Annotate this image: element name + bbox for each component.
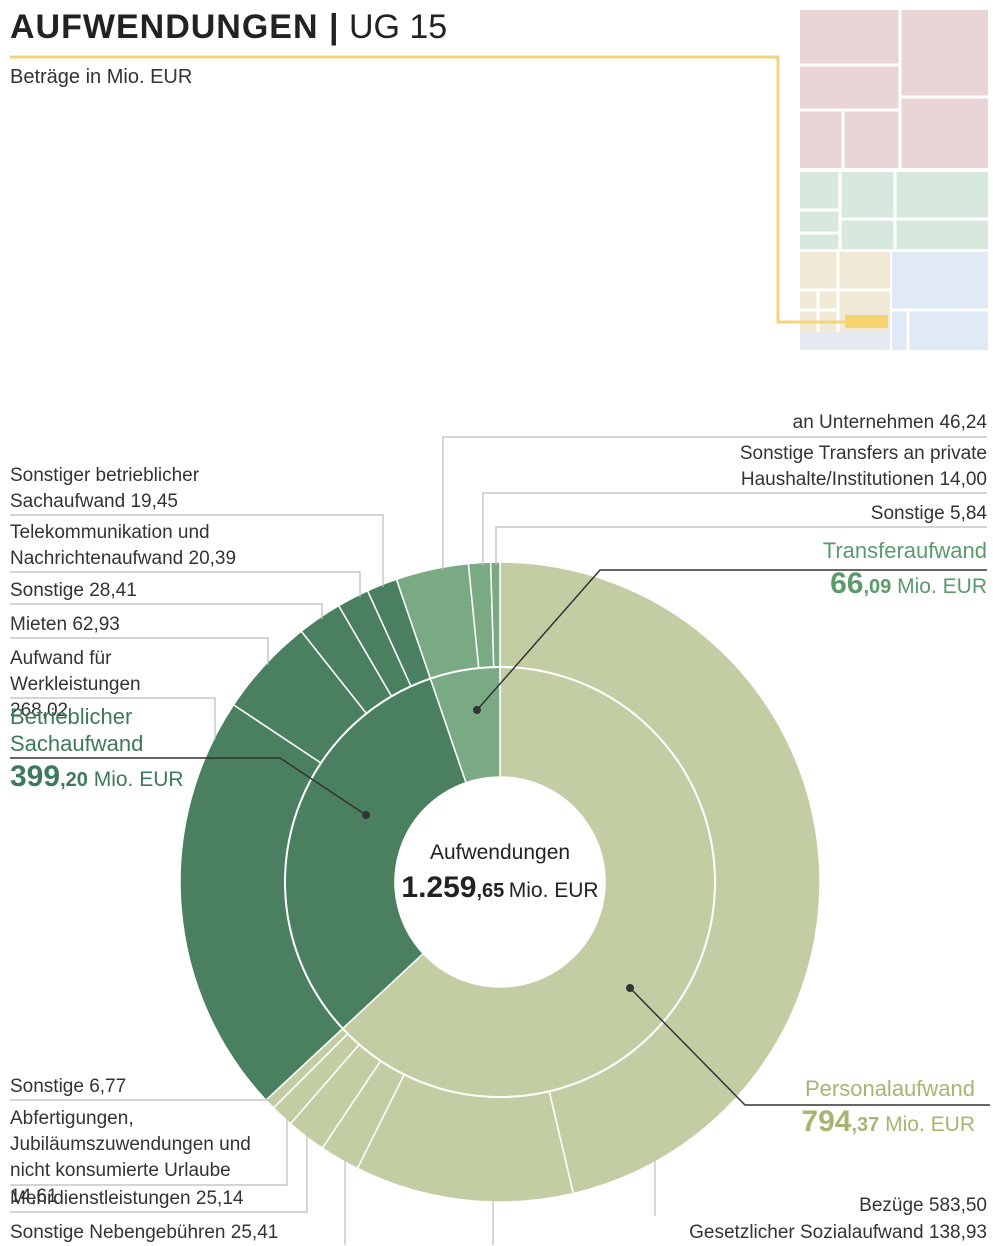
ring-divider (284, 666, 716, 1098)
segment-name: Sonstige Transfers an private Haushalte/… (739, 443, 987, 490)
group-value-row: 794,37 Mio. EUR (675, 1102, 975, 1145)
group-unit: Mio. EUR (897, 575, 987, 598)
group-label: Betrieblicher Sachaufwand 399,20 Mio. EUR (10, 703, 185, 800)
segment-name: an Unternehmen (792, 412, 935, 433)
group-value-row: 66,09 Mio. EUR (687, 564, 987, 607)
leader-dot (362, 811, 370, 819)
total-unit: Mio. EUR (508, 879, 599, 902)
segment-value: 25,14 (195, 1188, 244, 1209)
segment-label: Sonstige Transfers an private Haushalte/… (687, 441, 987, 493)
leader-line (10, 514, 384, 588)
segment-value: 5,84 (950, 503, 987, 524)
leader-line (10, 1134, 308, 1213)
segment-name: Sonstige (10, 580, 84, 601)
group-value: 794,37 (801, 1105, 880, 1138)
leader-dot (473, 706, 481, 714)
segment-value: 268,02 (10, 700, 69, 721)
leader-line (10, 757, 367, 816)
segment-value: 28,41 (89, 580, 137, 601)
segment-name: Bezüge (859, 1195, 924, 1216)
leader-line (495, 526, 987, 566)
leader-line (476, 569, 987, 711)
segment-name: Gesetzlicher Sozialaufwand (689, 1222, 924, 1243)
segment-label: an Unternehmen 46,24 (587, 410, 987, 436)
segment-label: Gesetzlicher Sozialaufwand 138,93 (567, 1220, 987, 1246)
segment-name: Sonstige (870, 503, 945, 524)
group-name: Transferaufwand (822, 538, 987, 563)
center-title: Aufwendungen (429, 841, 571, 864)
group-name: Betrieblicher Sachaufwand (10, 704, 144, 756)
group-value: 399,20 (10, 760, 88, 793)
leader-line (10, 1099, 269, 1101)
leader-line (10, 637, 269, 665)
segment-name: Sonstige (10, 1076, 84, 1097)
subtitle: Beträge in Mio. EUR (10, 66, 193, 88)
leader-line (482, 492, 987, 566)
leader-line (629, 987, 990, 1106)
segment-value: 25,41 (230, 1222, 279, 1243)
segment-value: 20,39 (188, 548, 237, 569)
segment-name: Sonstiger betrieblicher Sachaufwand (10, 465, 200, 512)
segment-name: Sonstige Nebengebühren (10, 1222, 226, 1243)
title: AUFWENDUNGEN | UG 15 (10, 8, 447, 47)
segment-label: Sonstiger betrieblicher Sachaufwand 19,4… (10, 463, 250, 515)
total-value: 1.259,65 (401, 871, 505, 904)
segment-name: Mieten (10, 614, 68, 635)
title-tag: UG 15 (348, 8, 448, 46)
segment-label: Mehrdienstleistungen 25,14 (10, 1186, 310, 1212)
group-label: Personalaufwand 794,37 Mio. EUR (675, 1075, 975, 1145)
leader-line (10, 571, 361, 598)
segment-label: Bezüge 583,50 (687, 1193, 987, 1219)
center-label: Aufwendungen 1.259,65 Mio. EUR (380, 838, 620, 913)
group-unit: Mio. EUR (885, 1113, 975, 1136)
segment-value: 14,00 (939, 469, 987, 490)
segment-label: Sonstige 28,41 (10, 578, 260, 604)
segment-value: 62,93 (72, 614, 120, 635)
leader-line (442, 436, 987, 571)
segment-name: Aufwand für Werkleistungen (10, 648, 141, 695)
segment-label: Abfertigungen, Jubiläumszuwendungen und … (10, 1106, 275, 1210)
title-main: AUFWENDUNGEN | (10, 8, 340, 46)
segment-value: 138,93 (928, 1222, 987, 1243)
segment-label: Sonstige Nebengebühren 25,41 (10, 1220, 340, 1246)
segment-value: 6,77 (89, 1076, 127, 1097)
segment-label: Aufwand für Werkleistungen 268,02 (10, 646, 200, 724)
group-name: Personalaufwand (804, 1076, 975, 1101)
group-unit: Mio. EUR (93, 768, 184, 791)
segment-name: Abfertigungen, Jubiläumszuwendungen und … (10, 1108, 251, 1181)
segment-label: Sonstige 6,77 (10, 1074, 260, 1100)
segment-name: Mehrdienstleistungen (10, 1188, 191, 1209)
group-label: Transferaufwand 66,09 Mio. EUR (687, 537, 987, 607)
group-value-row: 399,20 Mio. EUR (10, 757, 185, 800)
segment-value: 19,45 (130, 491, 178, 512)
group-value: 66,09 (830, 567, 892, 600)
segment-value: 583,50 (928, 1195, 987, 1216)
leader-line (10, 1117, 288, 1186)
segment-value: 46,24 (939, 412, 987, 433)
segment-value: 14,61 (10, 1186, 58, 1207)
leader-line (10, 697, 216, 740)
leader-line (10, 603, 323, 620)
treemap-thumbnail (10, 10, 988, 350)
segment-label: Mieten 62,93 (10, 612, 260, 638)
segment-label: Telekommunikation und Nachrichtenaufwand… (10, 520, 300, 572)
leader-dot (626, 984, 634, 992)
segment-label: Sonstige 5,84 (787, 501, 987, 527)
segment-name: Telekommunikation und Nachrichtenaufwand (10, 522, 210, 569)
